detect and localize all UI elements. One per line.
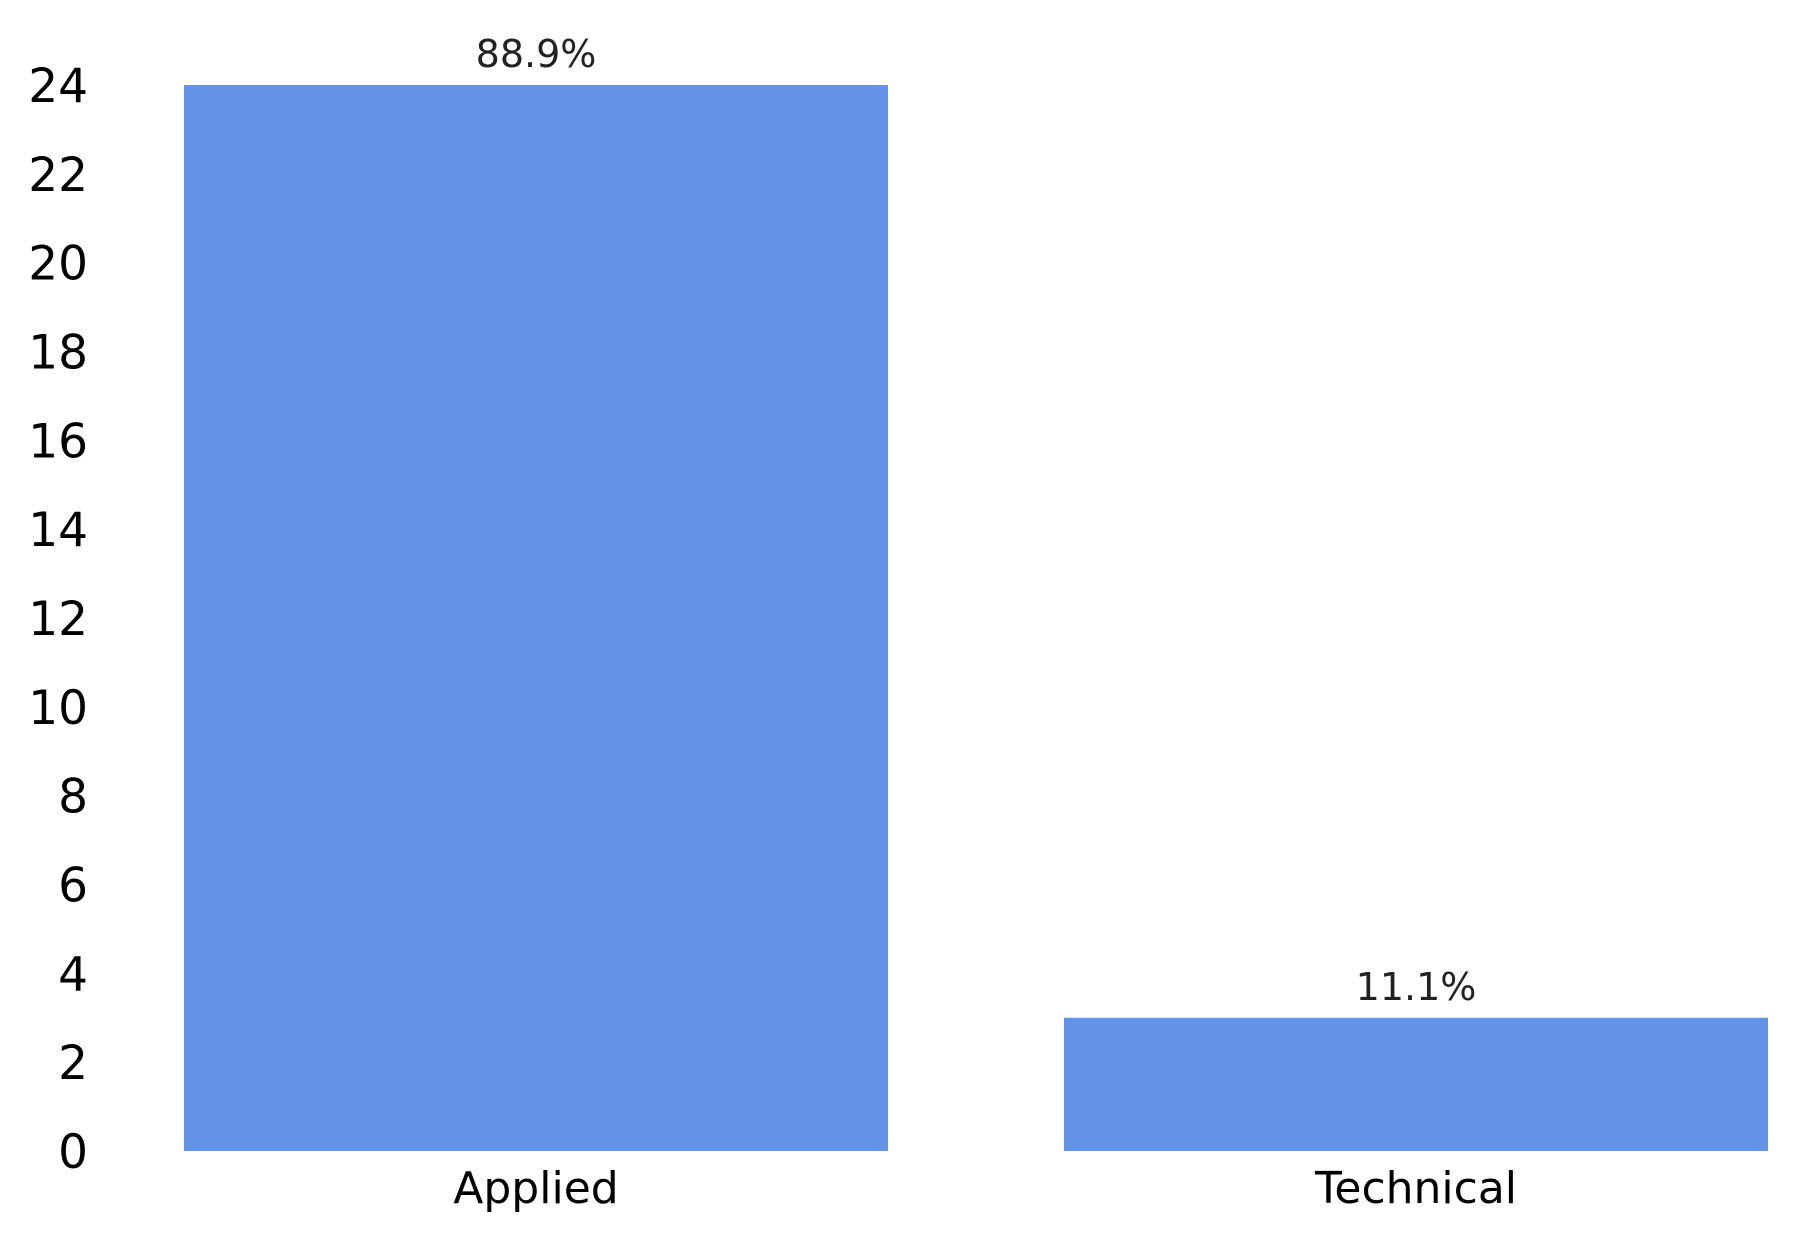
y-tick-label: 8	[58, 770, 88, 825]
y-tick-label: 22	[28, 148, 88, 203]
y-tick-label: 20	[28, 237, 88, 292]
data-labels: 88.9% 11.1%	[476, 32, 1477, 1009]
y-tick-label: 12	[28, 592, 88, 647]
data-label: 88.9%	[476, 32, 597, 76]
y-tick-label: 24	[28, 59, 88, 114]
bar-applied	[184, 85, 888, 1151]
y-tick-label: 2	[58, 1036, 88, 1091]
bars	[184, 85, 1768, 1151]
bar-technical	[1064, 1017, 1768, 1151]
x-axis-categories: Applied Technical	[453, 1163, 1517, 1214]
y-tick-label: 16	[28, 414, 88, 469]
y-tick-label: 0	[58, 1125, 88, 1180]
x-category-label: Applied	[453, 1163, 618, 1214]
y-tick-label: 6	[58, 859, 88, 914]
data-label: 11.1%	[1356, 965, 1477, 1009]
y-tick-label: 14	[28, 503, 88, 558]
y-tick-label: 4	[58, 947, 88, 1002]
x-category-label: Technical	[1314, 1163, 1517, 1214]
y-tick-label: 18	[28, 326, 88, 381]
y-tick-label: 10	[28, 681, 88, 736]
